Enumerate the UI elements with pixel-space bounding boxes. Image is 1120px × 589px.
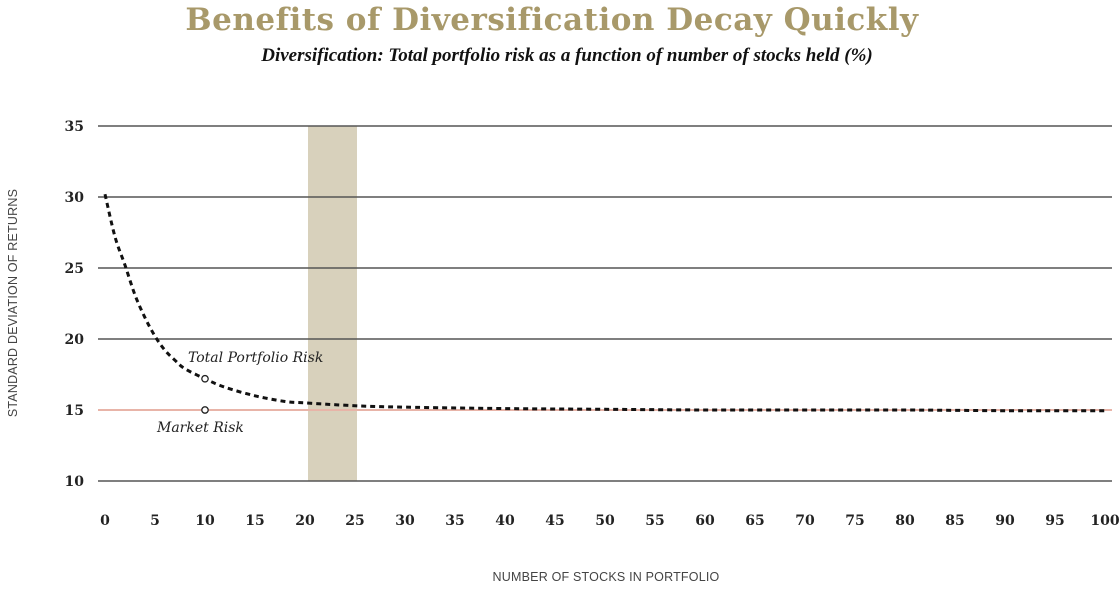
highlight-band (308, 126, 357, 481)
chart-title: Benefits of Diversification Decay Quickl… (185, 2, 919, 38)
x-tick-30: 30 (395, 513, 415, 529)
x-tick-5: 5 (150, 513, 160, 529)
x-tick-55: 55 (645, 513, 664, 529)
y-tick-labels: 10 15 20 25 30 35 (65, 119, 85, 490)
x-tick-90: 90 (995, 513, 1015, 529)
market-risk-marker (201, 406, 209, 414)
x-tick-80: 80 (895, 513, 915, 529)
annotation-markers (201, 374, 209, 414)
x-tick-60: 60 (695, 513, 715, 529)
chart-subtitle: Diversification: Total portfolio risk as… (261, 45, 873, 66)
total-portfolio-risk-line (103, 193, 1106, 413)
x-tick-75: 75 (845, 513, 864, 529)
x-tick-50: 50 (595, 513, 615, 529)
total-portfolio-risk-annotation: Total Portfolio Risk (188, 350, 323, 366)
x-tick-25: 25 (345, 513, 364, 529)
x-tick-labels: 0 5 10 15 20 25 30 35 40 45 50 55 60 65 70 75 80 85 90 95 10… (100, 513, 1120, 529)
y-tick-15: 15 (65, 403, 84, 419)
x-tick-65: 65 (745, 513, 764, 529)
x-tick-95: 95 (1045, 513, 1064, 529)
x-tick-35: 35 (445, 513, 464, 529)
total-risk-marker (201, 374, 209, 383)
x-tick-15: 15 (245, 513, 264, 529)
x-axis-label: NUMBER OF STOCKS IN PORTFOLIO (493, 570, 720, 584)
x-tick-85: 85 (945, 513, 964, 529)
total-risk-layer (103, 193, 1106, 413)
market-risk-annotation: Market Risk (156, 420, 244, 436)
y-tick-20: 20 (65, 332, 85, 348)
y-tick-10: 10 (65, 474, 85, 490)
x-tick-70: 70 (795, 513, 815, 529)
x-tick-10: 10 (195, 513, 215, 529)
x-tick-20: 20 (295, 513, 315, 529)
highlight-band-layer (308, 126, 357, 481)
y-tick-30: 30 (65, 190, 85, 206)
x-tick-100: 100 (1090, 513, 1119, 529)
y-axis-label: STANDARD DEVIATION OF RETURNS (6, 189, 20, 417)
x-tick-0: 0 (100, 513, 110, 529)
gridlines (98, 125, 1112, 482)
y-tick-35: 35 (65, 119, 84, 135)
x-tick-45: 45 (545, 513, 564, 529)
y-tick-25: 25 (65, 261, 84, 277)
x-tick-40: 40 (495, 513, 515, 529)
